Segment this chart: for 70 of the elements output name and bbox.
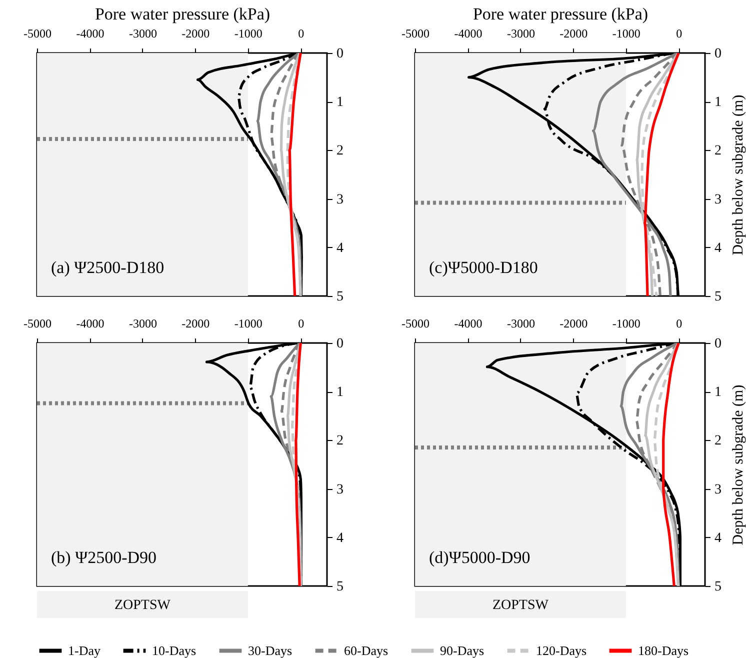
x-tick-label: -1000 (612, 316, 640, 330)
legend-label: 1-Day (68, 642, 101, 658)
legend-label: 10-Days (152, 642, 196, 658)
y-tick-label: 2 (336, 144, 344, 159)
x-tick-label: -5000 (24, 26, 52, 40)
x-tick-label: -3000 (506, 316, 535, 330)
y-axis-title: Depth below subgrade (m) (730, 384, 746, 546)
y-tick-label: 5 (714, 290, 722, 304)
x-tick-label: -4000 (76, 26, 104, 40)
band-label: ZOPTSW (492, 598, 550, 613)
line-series (280, 53, 302, 296)
x-tick-label: 0 (298, 316, 304, 330)
x-tick-label: 0 (676, 316, 682, 330)
x-tick-label: -3000 (128, 316, 157, 330)
y-tick-label: 0 (714, 336, 722, 352)
line-series (294, 343, 302, 586)
y-tick-label: 4 (336, 530, 344, 546)
y-tick-label: 0 (336, 336, 344, 352)
x-tick-label: -3000 (128, 26, 157, 40)
x-tick-label: -2000 (182, 316, 210, 330)
y-tick-label: 4 (336, 240, 344, 256)
line-series (290, 343, 302, 586)
x-tick-label: -4000 (454, 26, 482, 40)
y-tick-label: 3 (336, 482, 344, 498)
x-tick-label: 0 (298, 26, 304, 40)
y-tick-label: 1 (714, 95, 722, 110)
legend-label: 90-Days (440, 642, 484, 658)
y-tick-label: 4 (714, 530, 722, 546)
y-tick-label: 5 (714, 580, 722, 594)
legend-label: 60-Days (344, 642, 388, 658)
x-tick-label: -1000 (234, 316, 262, 330)
y-tick-label: 2 (336, 434, 344, 449)
x-tick-label: -2000 (182, 26, 210, 40)
y-tick-label: 3 (714, 192, 722, 208)
y-tick-label: 1 (336, 95, 344, 110)
line-series (644, 343, 680, 586)
annotation: (c)Ψ5000-D180 (429, 258, 538, 277)
legend-label: 30-Days (248, 642, 292, 658)
y-axis-title: Depth below subgrade (m) (730, 94, 746, 256)
y-tick-label: 1 (714, 385, 722, 400)
y-tick-label: 2 (714, 434, 722, 449)
y-tick-label: 2 (714, 144, 722, 159)
y-tick-label: 5 (336, 290, 344, 304)
annotation: (d)Ψ5000-D90 (429, 548, 530, 567)
y-tick-label: 1 (336, 385, 344, 400)
x-tick-label: -5000 (402, 316, 430, 330)
x-tick-label: -1000 (612, 26, 640, 40)
x-tick-label: -1000 (234, 26, 262, 40)
x-tick-label: -3000 (506, 26, 535, 40)
x-tick-label: 0 (676, 26, 682, 40)
y-tick-label: 0 (336, 46, 344, 62)
x-tick-label: -4000 (454, 316, 482, 330)
legend-label: 180-Days (638, 642, 689, 658)
band-label: ZOPTSW (114, 598, 172, 613)
x-axis-title: Pore water pressure (kPa) (472, 4, 648, 24)
y-tick-label: 3 (714, 482, 722, 498)
line-series (662, 343, 680, 586)
annotation: (b) Ψ2500-D90 (51, 548, 157, 567)
x-tick-label: -2000 (560, 316, 588, 330)
x-tick-label: -5000 (24, 316, 52, 330)
x-tick-label: -2000 (560, 26, 588, 40)
x-axis-title: Pore water pressure (kPa) (94, 4, 270, 24)
y-tick-label: 4 (714, 240, 722, 256)
x-tick-label: -5000 (402, 26, 430, 40)
y-tick-label: 3 (336, 192, 344, 208)
x-tick-label: -4000 (76, 316, 104, 330)
legend-label: 120-Days (536, 642, 587, 658)
y-tick-label: 5 (336, 580, 344, 594)
annotation: (a) Ψ2500-D180 (51, 258, 164, 277)
y-tick-label: 0 (714, 46, 722, 62)
